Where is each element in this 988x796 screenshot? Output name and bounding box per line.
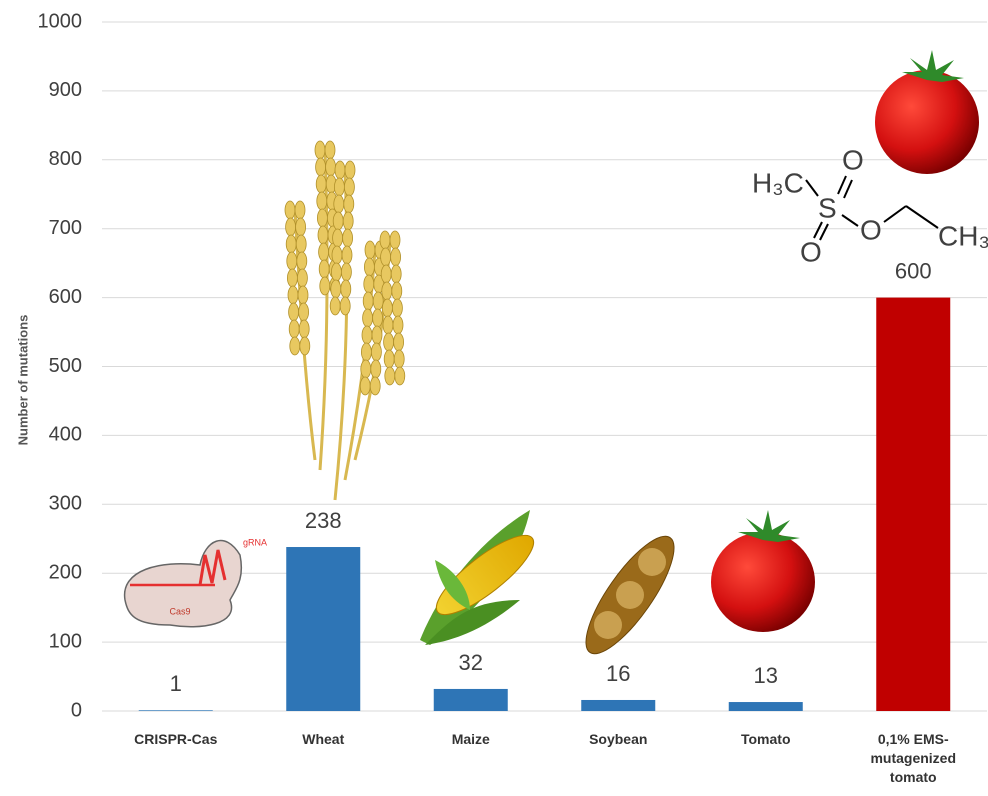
- x-tick-label: Wheat: [263, 730, 383, 749]
- y-tick-label: 700: [49, 217, 82, 239]
- y-tick-label: 400: [49, 424, 82, 446]
- annotation: O: [800, 236, 822, 267]
- y-tick-label: 1000: [38, 10, 83, 32]
- bar: [876, 298, 950, 711]
- bar: [286, 547, 360, 711]
- x-tick-label: Tomato: [706, 730, 826, 749]
- y-tick-label: 600: [49, 286, 82, 308]
- maize-illustration: [420, 510, 543, 645]
- value-label: 16: [606, 661, 630, 686]
- value-label: 13: [754, 663, 778, 688]
- bar: [139, 710, 213, 711]
- bar: [581, 700, 655, 711]
- grid: [102, 22, 987, 711]
- value-label: 600: [895, 258, 932, 283]
- value-label: 1: [170, 671, 182, 696]
- y-tick-label: 800: [49, 148, 82, 170]
- y-tick-label: 100: [49, 630, 82, 652]
- annotation: S: [818, 192, 837, 223]
- x-tick-label: Maize: [411, 730, 531, 749]
- x-tick-label: CRISPR-Cas: [116, 730, 236, 749]
- annotation: gRNA: [243, 537, 267, 547]
- cas9-illustration: gRNA Cas9: [125, 537, 267, 626]
- y-tick-label: 0: [71, 699, 82, 721]
- chart-svg: Number of mutations gRNA Cas9 H₃C S O O …: [0, 0, 988, 796]
- wheat-illustration: [285, 141, 405, 500]
- annotation: Cas9: [169, 606, 190, 616]
- value-label: 238: [305, 508, 342, 533]
- y-tick-label: 500: [49, 355, 82, 377]
- y-tick-label: 200: [49, 561, 82, 583]
- value-label: 32: [459, 650, 483, 675]
- annotation: O: [842, 144, 864, 175]
- annotation: O: [860, 214, 882, 245]
- annotation: H₃C: [752, 167, 804, 198]
- bar: [434, 689, 508, 711]
- annotation: CH₃: [938, 220, 988, 251]
- x-tick-label: 0,1% EMS-mutagenized tomato: [863, 730, 963, 787]
- bar: [729, 702, 803, 711]
- y-tick-label: 900: [49, 79, 82, 101]
- chart: Number of mutations gRNA Cas9 H₃C S O O …: [0, 0, 988, 796]
- y-tick-label: 300: [49, 493, 82, 515]
- x-tick-label: Soybean: [558, 730, 678, 749]
- soybean-illustration: [572, 525, 688, 665]
- y-axis-label: Number of mutations: [15, 315, 30, 446]
